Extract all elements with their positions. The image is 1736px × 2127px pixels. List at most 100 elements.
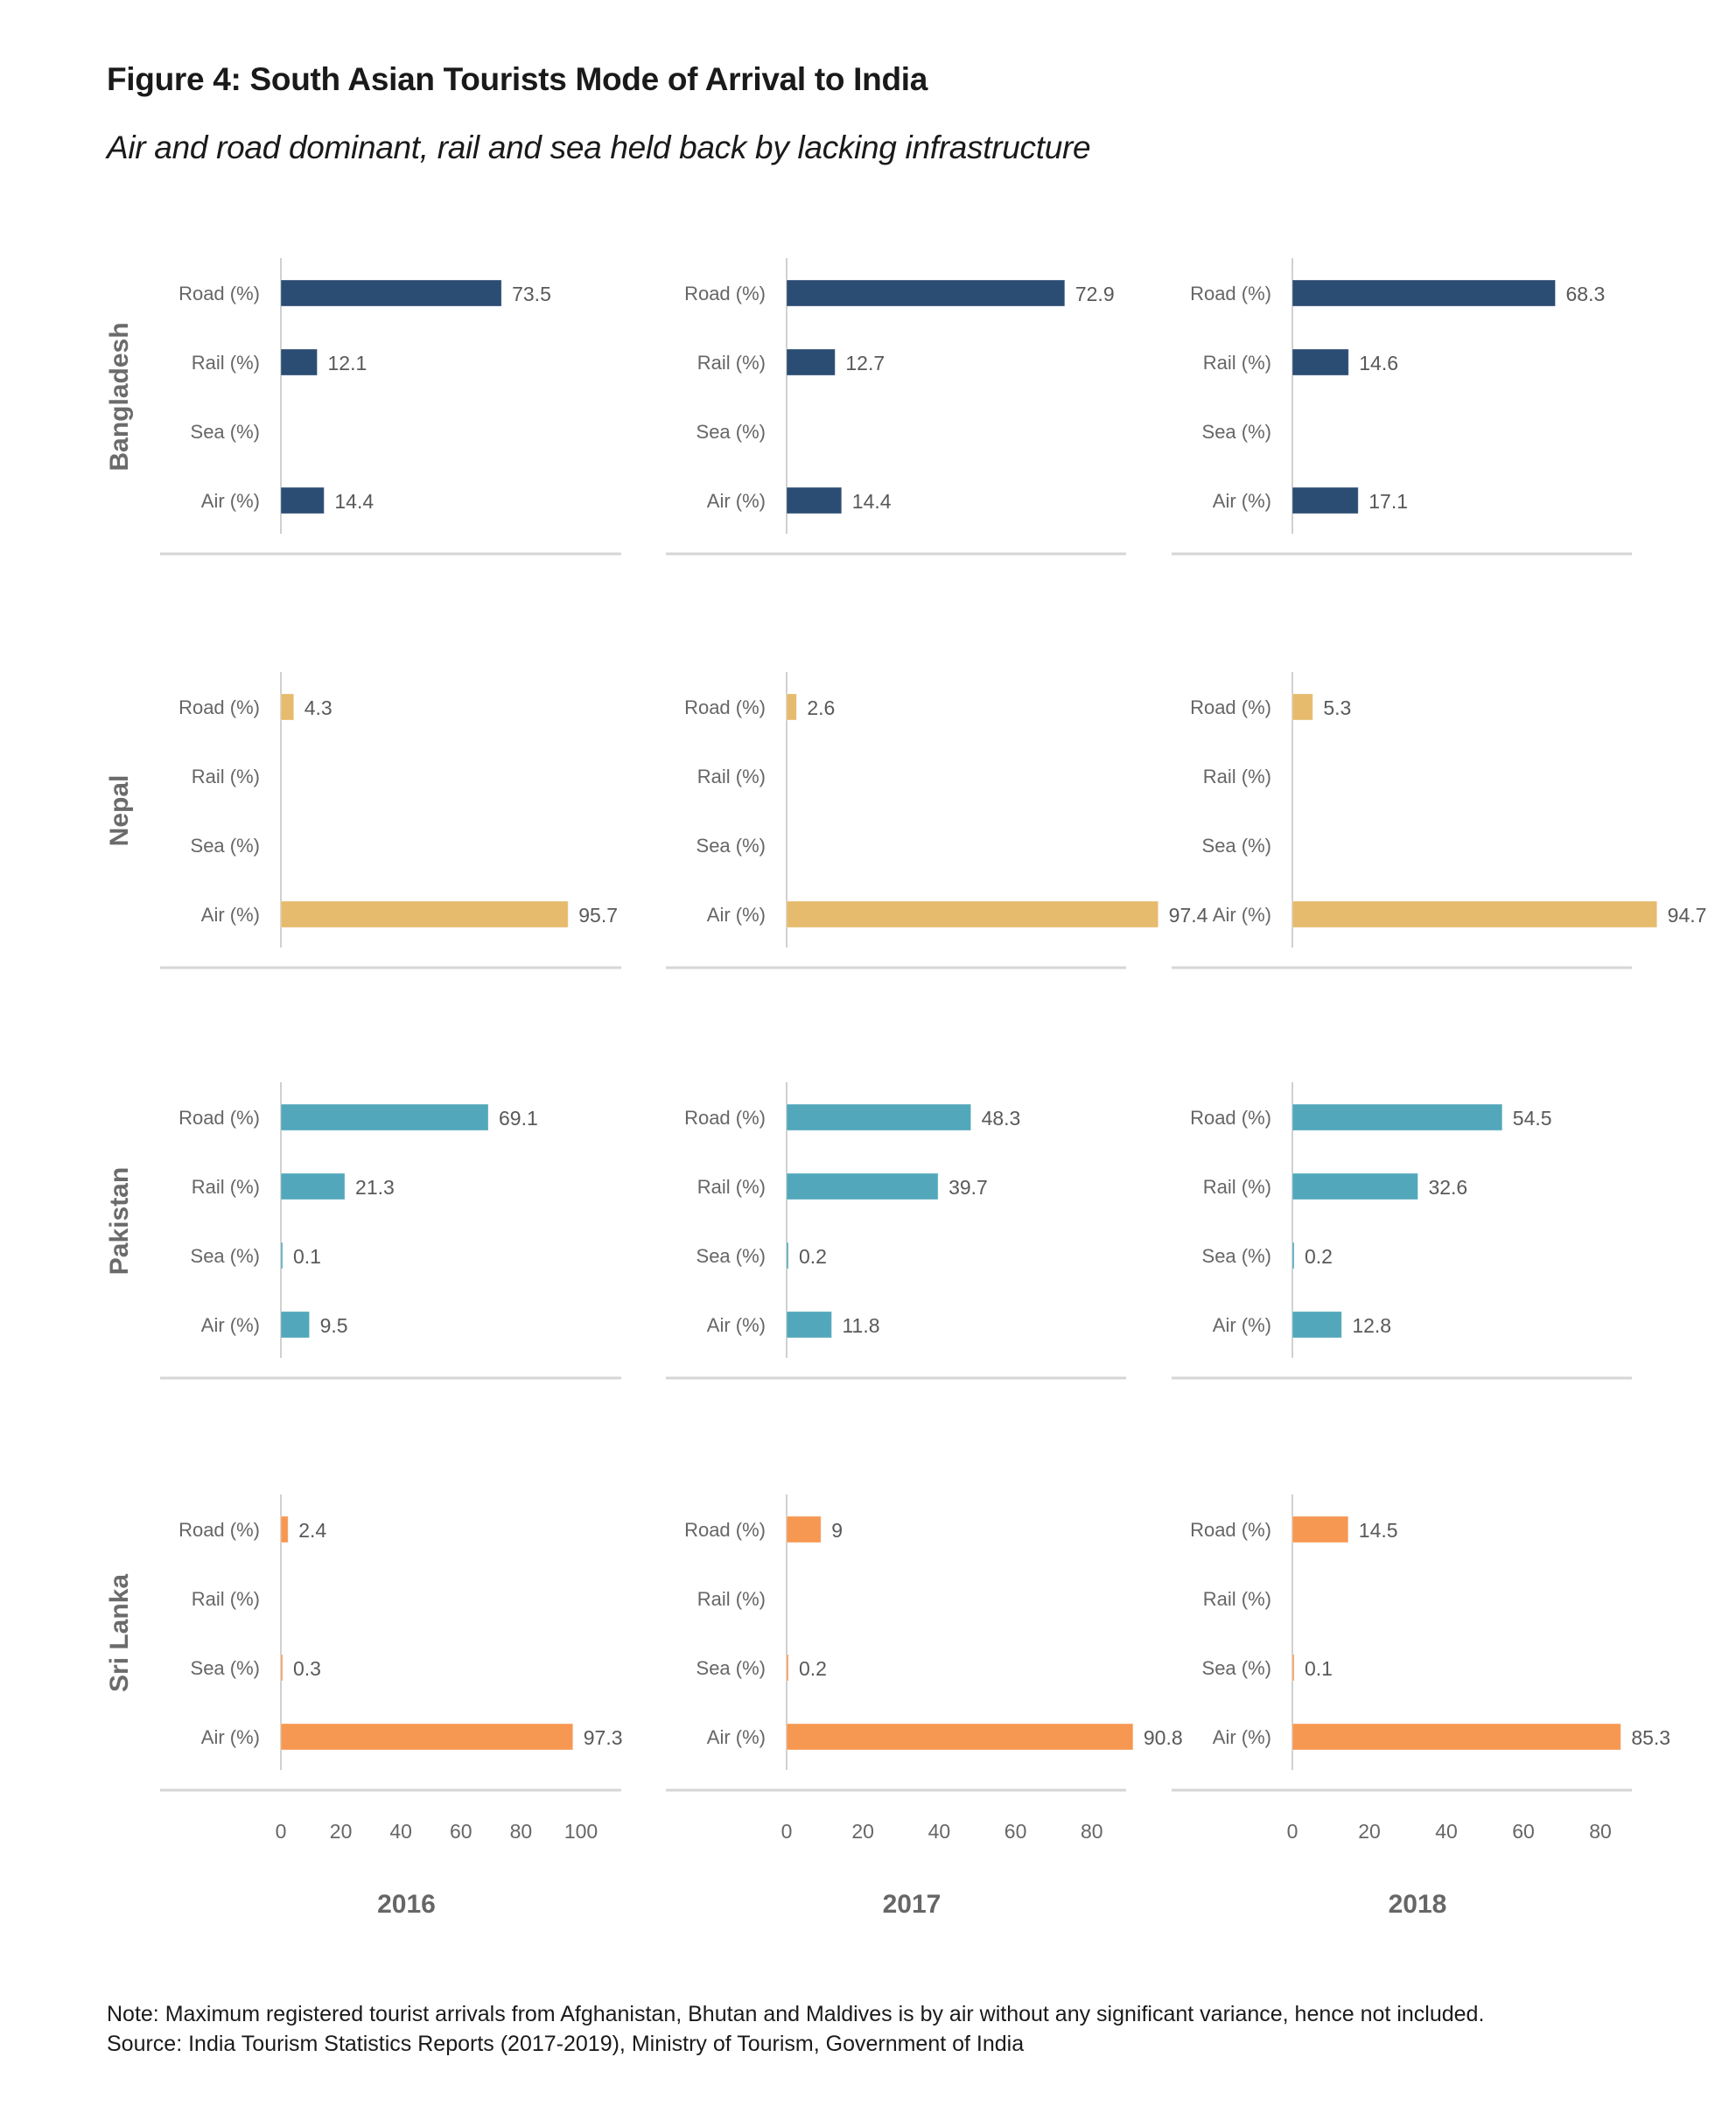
category-label: Air (%) (707, 490, 766, 512)
data-label: 94.7 (1668, 904, 1707, 927)
category-label: Air (%) (707, 904, 766, 926)
category-label: Air (%) (707, 1314, 766, 1336)
bar (280, 348, 318, 376)
bar (1292, 693, 1313, 721)
x-tick-label: 40 (928, 1820, 951, 1843)
bar (786, 1172, 939, 1200)
category-label: Road (%) (1190, 1519, 1271, 1541)
data-label: 95.7 (578, 904, 618, 927)
x-tick-label: 80 (1589, 1820, 1612, 1843)
x-tick-label: 0 (1287, 1820, 1298, 1843)
category-label: Road (%) (684, 696, 766, 718)
bar (786, 1515, 822, 1543)
data-label: 0.2 (799, 1245, 827, 1268)
bar (280, 900, 569, 928)
category-label: Sea (%) (191, 1657, 260, 1679)
data-label: 90.8 (1144, 1726, 1183, 1749)
bar (280, 1311, 311, 1339)
category-label: Sea (%) (1202, 835, 1271, 857)
data-label: 85.3 (1631, 1726, 1670, 1749)
category-label: Rail (%) (1203, 1176, 1271, 1198)
data-label: 68.3 (1566, 283, 1606, 305)
x-tick-label: 0 (276, 1820, 287, 1843)
bar (1292, 900, 1658, 928)
category-label: Sea (%) (191, 835, 260, 857)
data-label: 0.3 (293, 1657, 321, 1680)
year-label: 2016 (377, 1890, 436, 1919)
data-label: 12.7 (845, 352, 885, 374)
bar (786, 900, 1159, 928)
category-label: Rail (%) (697, 1588, 766, 1610)
bar (1292, 348, 1349, 376)
bar (786, 693, 797, 721)
x-tick-label: 0 (781, 1820, 793, 1843)
category-label: Road (%) (1190, 696, 1271, 718)
data-label: 72.9 (1075, 283, 1115, 305)
data-label: 4.3 (304, 696, 332, 719)
figure-title: Figure 4: South Asian Tourists Mode of A… (107, 61, 928, 97)
x-tick-label: 60 (1004, 1820, 1027, 1843)
data-label: 0.1 (293, 1245, 321, 1268)
category-label: Sea (%) (1202, 421, 1271, 443)
data-label: 5.3 (1323, 696, 1351, 719)
category-label: Air (%) (1213, 490, 1271, 512)
bar (280, 486, 325, 514)
data-label: 0.2 (799, 1657, 827, 1680)
year-label: 2017 (883, 1890, 942, 1919)
category-label: Rail (%) (192, 1176, 260, 1198)
country-label: Pakistan (105, 1167, 134, 1275)
x-tick-label: 40 (389, 1820, 412, 1843)
x-tick-label: 100 (564, 1820, 598, 1843)
data-label: 12.1 (328, 352, 368, 374)
category-label: Rail (%) (192, 766, 260, 787)
x-tick-label: 40 (1435, 1820, 1458, 1843)
data-label: 21.3 (355, 1176, 395, 1199)
bar (280, 1515, 289, 1543)
category-label: Air (%) (201, 490, 260, 512)
category-label: Rail (%) (697, 766, 766, 787)
data-label: 2.6 (807, 696, 835, 719)
x-tick-label: 20 (330, 1820, 353, 1843)
bar (1292, 1654, 1295, 1682)
bar (786, 1654, 789, 1682)
x-tick-label: 20 (1358, 1820, 1381, 1843)
category-label: Air (%) (201, 1314, 260, 1336)
category-label: Road (%) (684, 1107, 766, 1129)
category-label: Road (%) (684, 283, 766, 304)
bar (1292, 1723, 1621, 1751)
x-tick-label: 60 (450, 1820, 472, 1843)
bar (1292, 486, 1359, 514)
category-label: Sea (%) (696, 421, 766, 443)
bar (1292, 1103, 1503, 1131)
category-label: Air (%) (201, 1726, 260, 1748)
category-label: Sea (%) (696, 835, 766, 857)
category-label: Sea (%) (1202, 1657, 1271, 1679)
bar (786, 486, 843, 514)
data-label: 11.8 (842, 1314, 879, 1337)
category-label: Air (%) (1213, 1314, 1271, 1336)
data-label: 14.5 (1359, 1519, 1398, 1542)
country-label: Bangladesh (105, 322, 134, 471)
category-label: Sea (%) (191, 421, 260, 443)
category-label: Sea (%) (1202, 1245, 1271, 1267)
data-label: 32.6 (1428, 1176, 1467, 1199)
data-label: 97.3 (584, 1726, 623, 1749)
data-label: 9 (831, 1519, 843, 1542)
x-tick-label: 80 (510, 1820, 533, 1843)
figure-subtitle: Air and road dominant, rail and sea held… (107, 129, 1091, 165)
category-label: Road (%) (1190, 1107, 1271, 1129)
category-label: Air (%) (707, 1726, 766, 1748)
bar (280, 279, 502, 307)
bar (786, 1103, 972, 1131)
category-label: Road (%) (1190, 283, 1271, 304)
bar (1292, 1311, 1342, 1339)
bar (1292, 1172, 1418, 1200)
category-label: Road (%) (684, 1519, 766, 1541)
category-label: Road (%) (178, 696, 260, 718)
category-label: Sea (%) (696, 1245, 766, 1267)
bar (280, 1723, 574, 1751)
category-label: Rail (%) (697, 352, 766, 374)
data-label: 14.4 (334, 490, 374, 513)
bar (786, 1723, 1134, 1751)
